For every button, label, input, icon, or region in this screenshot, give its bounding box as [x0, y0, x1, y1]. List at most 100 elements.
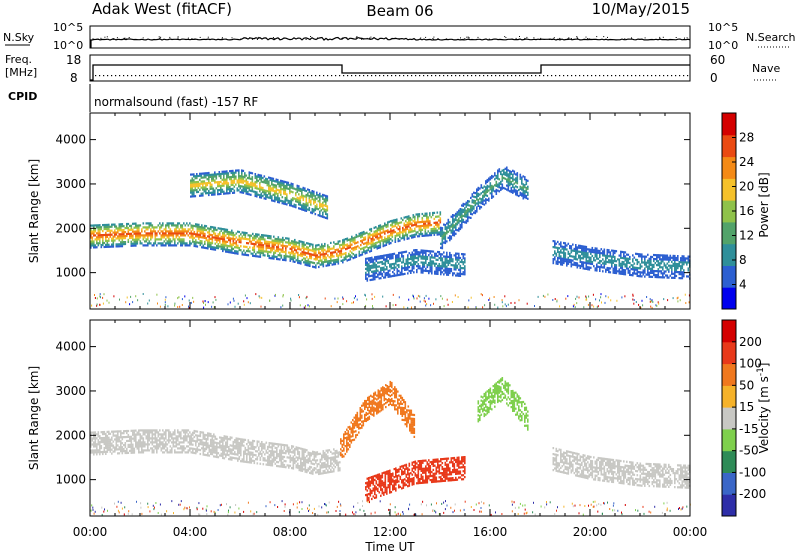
echo-cell [414, 228, 416, 230]
echo-cell [215, 249, 217, 251]
echo-cell [685, 261, 687, 263]
ground-scatter-cell [552, 299, 553, 301]
ground-scatter-cell [677, 300, 678, 302]
echo-cell [122, 225, 124, 227]
echo-cell [286, 183, 288, 185]
echo-cell [198, 175, 200, 177]
echo-cell [611, 262, 613, 264]
echo-cell [267, 180, 269, 182]
echo-cell [584, 262, 586, 264]
echo-cell [249, 238, 251, 240]
freq-strip-frame [90, 55, 690, 81]
echo-cell [270, 195, 272, 197]
echo-cell [424, 270, 426, 272]
echo-cell [395, 241, 397, 243]
echo-cell [595, 259, 597, 261]
echo-cell [183, 228, 185, 230]
echo-cell [497, 176, 499, 178]
echo-cell [141, 234, 143, 236]
echo-cell [388, 274, 390, 276]
ground-scatter-cell [399, 296, 400, 298]
echo-cell [234, 182, 236, 184]
echo-cell [135, 233, 137, 235]
echo-cell [383, 227, 385, 229]
echo-cell [388, 254, 390, 256]
echo-cell [484, 190, 486, 192]
echo-cell [219, 173, 221, 175]
echo-cell [294, 261, 296, 263]
echo-cell [255, 177, 257, 179]
echo-cell [215, 237, 217, 239]
echo-cell [598, 262, 600, 264]
echo-cell [574, 262, 576, 264]
ground-scatter-cell [177, 306, 178, 308]
nave-dot [119, 75, 120, 76]
echo-cell [273, 236, 275, 238]
ground-scatter-cell [182, 304, 183, 306]
echo-cell [210, 174, 212, 176]
echo-cell [665, 270, 667, 272]
echo-cell [587, 252, 589, 254]
ground-scatter-cell [494, 304, 495, 306]
echo-cell [440, 231, 442, 233]
echo-cell [246, 189, 248, 191]
echo-cell [96, 236, 98, 238]
echo-cell [448, 219, 450, 221]
nsearch-dot [240, 38, 241, 39]
echo-cell [228, 237, 230, 239]
echo-cell [249, 185, 251, 187]
echo-cell [322, 196, 324, 198]
echo-cell [322, 208, 324, 210]
echo-cell [98, 238, 100, 240]
echo-cell [316, 192, 318, 194]
echo-cell [158, 224, 160, 226]
echo-cell [293, 245, 295, 247]
echo-cell [587, 254, 589, 256]
echo-cell [303, 253, 305, 255]
echo-cell [303, 203, 305, 205]
echo-cell [289, 186, 291, 188]
echo-cell [303, 245, 305, 247]
echo-cell [401, 251, 403, 253]
echo-cell [98, 224, 100, 226]
echo-cell [345, 258, 347, 260]
echo-cell [101, 439, 103, 441]
nsearch-dot [460, 37, 461, 38]
echo-cell [578, 265, 580, 267]
echo-cell [500, 189, 502, 191]
echo-cell [280, 194, 282, 196]
echo-cell [190, 180, 192, 182]
echo-cell [476, 192, 478, 194]
echo-cell [231, 248, 233, 250]
echo-cell [95, 439, 97, 441]
echo-cell [237, 169, 239, 171]
echo-cell [218, 245, 220, 247]
echo-cell [298, 207, 300, 209]
nsearch-dot [571, 38, 572, 39]
echo-cell [583, 257, 585, 259]
ground-scatter-cell [245, 295, 246, 297]
echo-cell [467, 204, 469, 206]
echo-cell [688, 275, 690, 277]
echo-cell [653, 264, 655, 266]
echo-cell [123, 241, 125, 243]
echo-cell [425, 229, 427, 231]
echo-cell [407, 226, 409, 228]
echo-cell [478, 187, 480, 189]
ground-scatter-cell [442, 298, 443, 300]
echo-cell [643, 269, 645, 271]
echo-cell [458, 269, 460, 271]
ground-scatter-cell [325, 298, 326, 300]
echo-cell [521, 183, 523, 185]
ground-scatter-cell [638, 304, 639, 306]
echo-cell [623, 263, 625, 265]
echo-cell [517, 178, 519, 180]
echo-cell [347, 247, 349, 249]
echo-cell [299, 248, 301, 250]
echo-cell [374, 264, 376, 266]
echo-cell [182, 228, 184, 230]
nave-dot [107, 75, 108, 76]
echo-cell [680, 257, 682, 259]
echo-cell [341, 244, 343, 246]
echo-cell [590, 259, 592, 261]
